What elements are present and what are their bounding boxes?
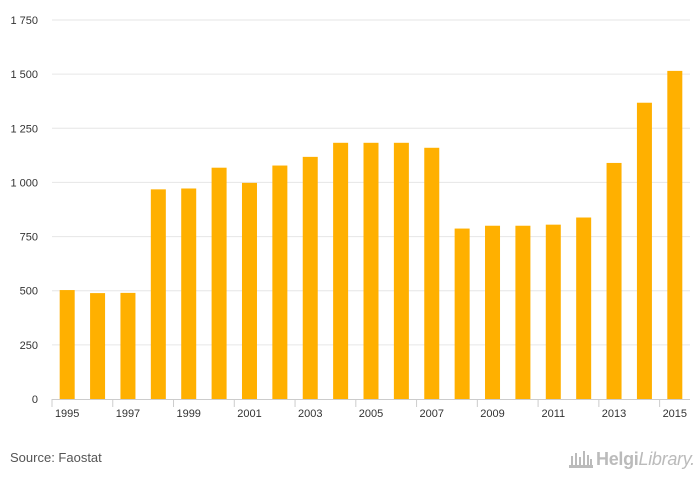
bar-2008[interactable] xyxy=(454,228,470,399)
y-tick-label: 500 xyxy=(20,286,38,298)
logo-text-bold: Helgi xyxy=(596,448,639,469)
y-tick-labels: 0 250 500 750 1 000 1 250 1 500 1 750 xyxy=(10,15,38,406)
bar-1995[interactable] xyxy=(59,290,75,399)
logo-text: HelgiLibrary. xyxy=(596,449,695,470)
bar-2012[interactable] xyxy=(576,217,592,399)
y-tick-label: 0 xyxy=(32,394,38,406)
library-building-icon xyxy=(569,451,593,468)
bar-1998[interactable] xyxy=(150,189,166,399)
x-tick-label: 1999 xyxy=(176,408,200,420)
x-tick-label: 2013 xyxy=(602,408,626,420)
x-tick-label: 1995 xyxy=(55,408,79,420)
x-tick-label: 2003 xyxy=(298,408,322,420)
bar-2001[interactable] xyxy=(241,182,257,399)
y-tick-label: 750 xyxy=(20,232,38,244)
y-tick-label: 1 500 xyxy=(10,69,38,81)
bar-2005[interactable] xyxy=(363,142,379,400)
bar-2013[interactable] xyxy=(606,162,622,399)
bar-2009[interactable] xyxy=(485,225,501,399)
y-tick-label: 1 750 xyxy=(10,15,38,27)
bar-2010[interactable] xyxy=(515,225,531,399)
bar-1997[interactable] xyxy=(120,292,136,399)
bar-2007[interactable] xyxy=(424,147,440,399)
bar-2006[interactable] xyxy=(393,142,409,400)
bar-2003[interactable] xyxy=(302,156,318,399)
bar-2000[interactable] xyxy=(211,167,227,399)
x-tick-label: 1997 xyxy=(116,408,140,420)
bar-2014[interactable] xyxy=(636,102,652,399)
y-tick-label: 1 250 xyxy=(10,123,38,135)
x-tick-label: 2009 xyxy=(480,408,504,420)
source-note: Source: Faostat xyxy=(10,450,102,465)
bars xyxy=(59,70,683,400)
bar-2002[interactable] xyxy=(272,165,288,399)
x-tick-label: 2001 xyxy=(237,408,261,420)
helgilibrary-logo[interactable]: HelgiLibrary. xyxy=(568,446,695,472)
bar-1996[interactable] xyxy=(90,293,106,399)
x-tick-label: 2011 xyxy=(541,408,565,420)
y-tick-label: 1 000 xyxy=(10,177,38,189)
y-tick-label: 250 xyxy=(20,340,38,352)
bar-2004[interactable] xyxy=(333,142,349,400)
bar-2011[interactable] xyxy=(545,224,561,399)
x-tick-label: 2015 xyxy=(663,408,687,420)
x-tick-label: 2005 xyxy=(359,408,383,420)
logo-text-light: Library. xyxy=(638,448,696,469)
x-axis xyxy=(51,399,690,407)
x-tick-labels: 1995 1997 1999 2001 2003 2005 2007 2009 2011 2013… xyxy=(55,408,687,420)
bar-1999[interactable] xyxy=(181,188,197,399)
x-tick-label: 2007 xyxy=(420,408,444,420)
bar-2015[interactable] xyxy=(667,70,683,399)
